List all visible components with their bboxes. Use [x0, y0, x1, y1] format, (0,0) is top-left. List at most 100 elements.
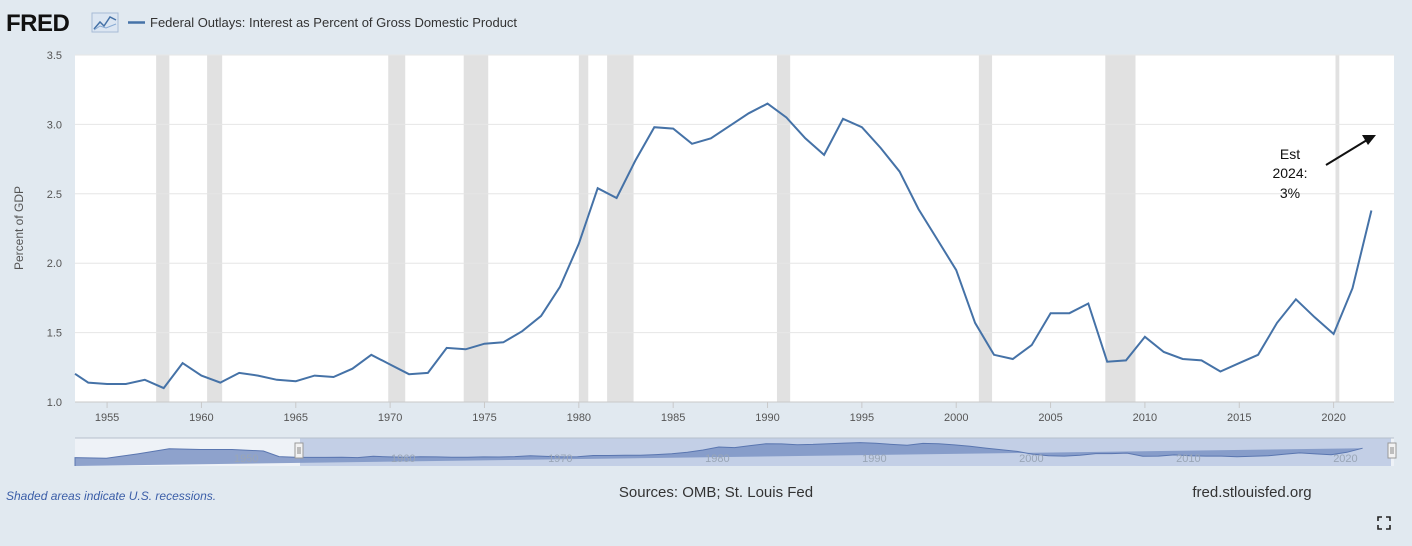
- data-point[interactable]: [934, 237, 940, 243]
- data-point[interactable]: [444, 345, 450, 351]
- annotation-line-1: Est: [1280, 146, 1300, 162]
- navigator-year-label: 1970: [548, 453, 572, 465]
- data-point[interactable]: [368, 352, 374, 358]
- data-point[interactable]: [1368, 207, 1374, 213]
- data-point[interactable]: [142, 377, 148, 383]
- y-tick-label: 3.0: [47, 119, 62, 131]
- data-point[interactable]: [595, 185, 601, 191]
- data-point[interactable]: [1331, 331, 1337, 337]
- recession-band: [156, 55, 170, 402]
- data-point[interactable]: [821, 152, 827, 158]
- data-point[interactable]: [783, 114, 789, 120]
- data-point[interactable]: [915, 206, 921, 212]
- data-point[interactable]: [481, 341, 487, 347]
- data-point[interactable]: [161, 385, 167, 391]
- data-point[interactable]: [1349, 285, 1355, 291]
- data-point[interactable]: [104, 381, 110, 387]
- data-point[interactable]: [274, 377, 280, 383]
- data-point[interactable]: [576, 241, 582, 247]
- x-tick-label: 1975: [472, 412, 496, 424]
- data-point[interactable]: [972, 320, 978, 326]
- y-tick-label: 3.5: [47, 50, 62, 62]
- recession-note: Shaded areas indicate U.S. recessions.: [6, 489, 216, 503]
- data-point[interactable]: [387, 362, 393, 368]
- data-point[interactable]: [463, 346, 469, 352]
- data-point[interactable]: [519, 328, 525, 334]
- data-point[interactable]: [1180, 356, 1186, 362]
- data-point[interactable]: [802, 135, 808, 141]
- data-point[interactable]: [255, 373, 261, 379]
- data-point[interactable]: [349, 366, 355, 372]
- data-point[interactable]: [180, 360, 186, 366]
- data-point[interactable]: [500, 339, 506, 345]
- navigator[interactable]: 1950 1960 1970 1980 1990 2000 2010 2020: [74, 437, 1397, 466]
- recession-band: [1335, 55, 1340, 402]
- fred-logo[interactable]: FRED: [6, 10, 70, 37]
- fullscreen-icon[interactable]: [1377, 516, 1391, 530]
- data-point[interactable]: [1199, 357, 1205, 363]
- data-point[interactable]: [123, 381, 129, 387]
- data-point[interactable]: [1274, 320, 1280, 326]
- data-point[interactable]: [897, 169, 903, 175]
- data-point[interactable]: [1312, 314, 1318, 320]
- series-title: Federal Outlays: Interest as Percent of …: [150, 15, 517, 30]
- data-point[interactable]: [632, 157, 638, 163]
- data-point[interactable]: [85, 380, 91, 386]
- data-point[interactable]: [1048, 310, 1054, 316]
- data-point[interactable]: [708, 135, 714, 141]
- navigator-year-label: 2000: [1019, 453, 1043, 465]
- data-point[interactable]: [1029, 342, 1035, 348]
- recession-band: [607, 55, 634, 402]
- data-point[interactable]: [1255, 352, 1261, 358]
- data-point[interactable]: [331, 374, 337, 380]
- data-point[interactable]: [878, 145, 884, 151]
- fred-graph-icon: [91, 12, 119, 33]
- data-point[interactable]: [198, 373, 204, 379]
- navigator-handle-right[interactable]: [1387, 442, 1397, 459]
- data-point[interactable]: [859, 124, 865, 130]
- navigator-series: [74, 442, 1363, 466]
- data-point[interactable]: [312, 373, 318, 379]
- data-point[interactable]: [1104, 359, 1110, 365]
- data-point[interactable]: [1236, 360, 1242, 366]
- data-point[interactable]: [1142, 334, 1148, 340]
- data-point[interactable]: [217, 380, 223, 386]
- site-link[interactable]: fred.stlouisfed.org: [1192, 484, 1311, 501]
- data-point[interactable]: [557, 284, 563, 290]
- data-point[interactable]: [727, 123, 733, 129]
- data-point[interactable]: [1217, 368, 1223, 374]
- data-point[interactable]: [538, 313, 544, 319]
- data-point[interactable]: [236, 370, 242, 376]
- data-point[interactable]: [614, 195, 620, 201]
- data-point[interactable]: [689, 141, 695, 147]
- data-point[interactable]: [953, 267, 959, 273]
- data-point[interactable]: [651, 124, 657, 130]
- data-point[interactable]: [1293, 296, 1299, 302]
- data-point[interactable]: [293, 378, 299, 384]
- data-point[interactable]: [1161, 349, 1167, 355]
- navigator-handle-left[interactable]: [294, 442, 304, 459]
- data-point[interactable]: [746, 110, 752, 116]
- navigator-year-label: 2010: [1176, 453, 1200, 465]
- data-point[interactable]: [991, 352, 997, 358]
- data-point[interactable]: [1123, 357, 1129, 363]
- data-point[interactable]: [765, 101, 771, 107]
- data-point[interactable]: [1066, 310, 1072, 316]
- navigator-year-label: 1990: [862, 453, 886, 465]
- series-line[interactable]: [74, 102, 1373, 390]
- data-point[interactable]: [406, 371, 412, 377]
- data-point[interactable]: [425, 370, 431, 376]
- data-point[interactable]: [1387, 0, 1393, 3]
- annotation-arrowhead: [1362, 135, 1376, 145]
- recession-bands: [156, 55, 1340, 402]
- x-tick-label: 1985: [661, 412, 685, 424]
- data-point[interactable]: [670, 126, 676, 132]
- sources-text: Sources: OMB; St. Louis Fed: [619, 484, 813, 501]
- data-point[interactable]: [840, 116, 846, 122]
- navigator-year-label: 2020: [1333, 453, 1357, 465]
- data-point[interactable]: [1085, 300, 1091, 306]
- data-point[interactable]: [1010, 356, 1016, 362]
- y-tick-label: 2.5: [47, 189, 62, 201]
- navigator-year-label: 1980: [705, 453, 729, 465]
